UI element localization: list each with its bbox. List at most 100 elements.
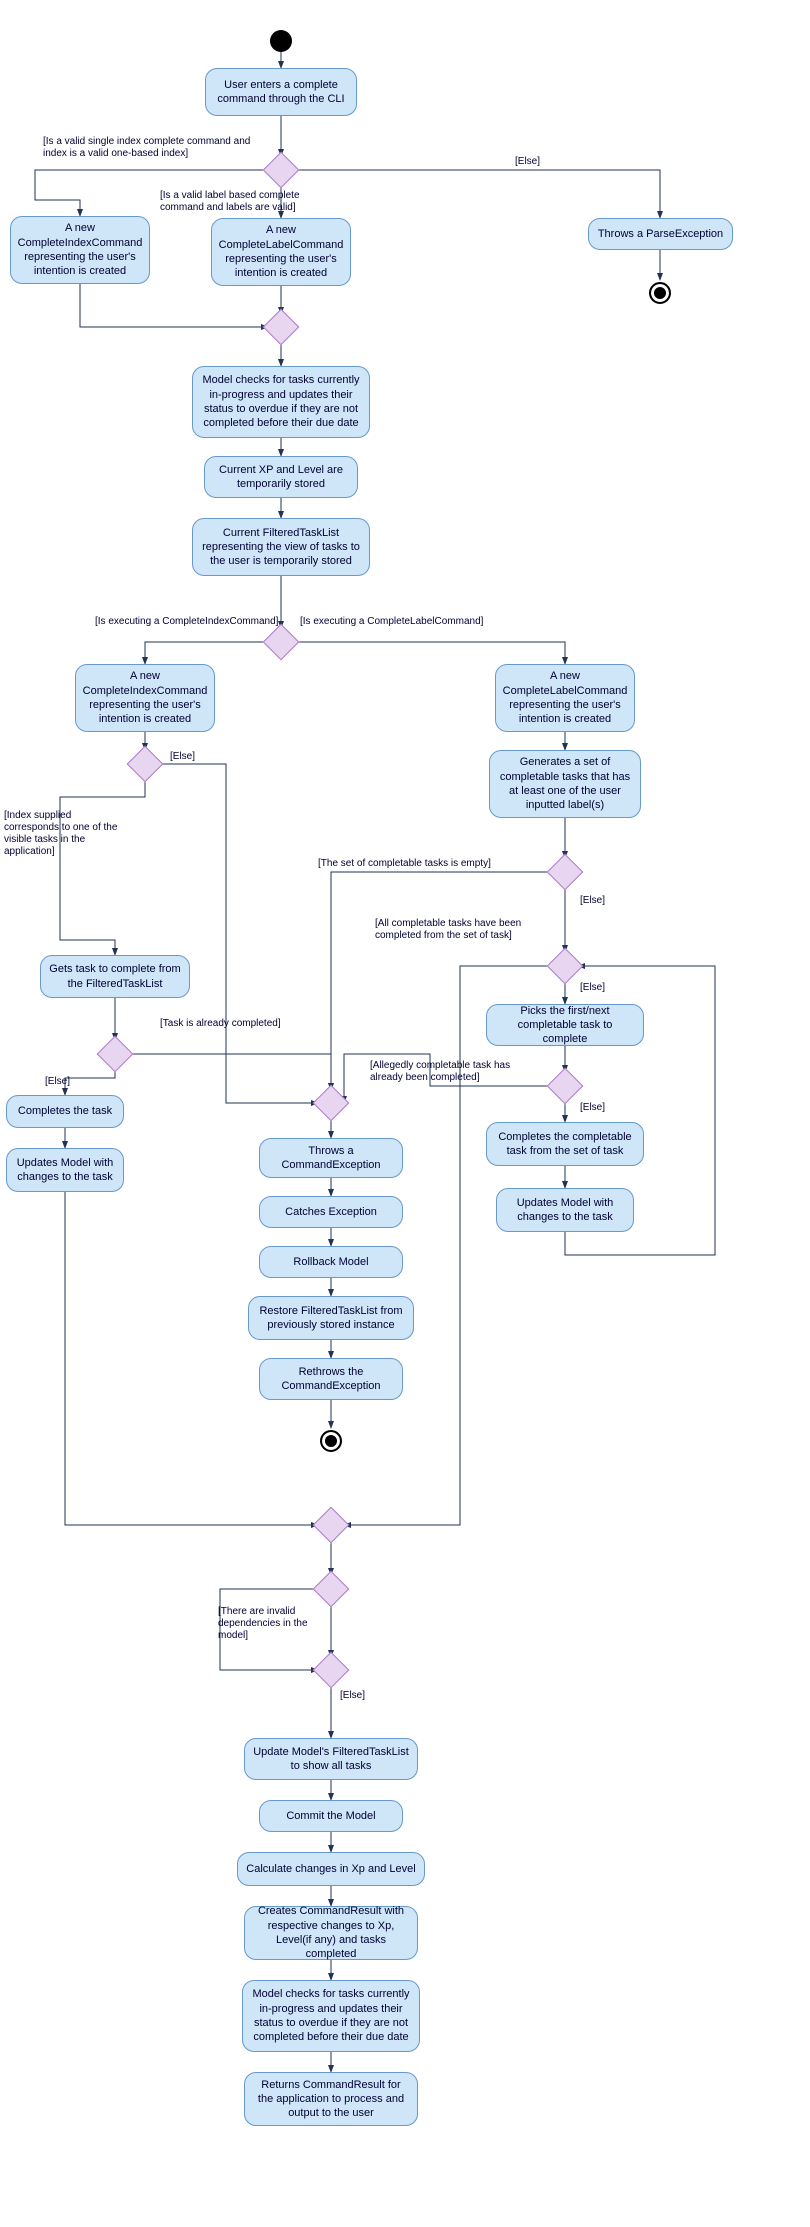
label-else-6: [Else] bbox=[580, 1102, 605, 1114]
node-catches: Catches Exception bbox=[259, 1196, 403, 1228]
node-text: Current XP and Level are temporarily sto… bbox=[213, 463, 349, 492]
merge-2 bbox=[313, 1507, 350, 1544]
label-text: [Else] bbox=[45, 1076, 70, 1087]
node-user-enters: User enters a complete command through t… bbox=[205, 68, 357, 116]
merge-1 bbox=[263, 309, 300, 346]
end-node-2 bbox=[320, 1430, 342, 1452]
node-completes-from-set: Completes the completable task from the … bbox=[486, 1122, 644, 1166]
label-else-2: [Else] bbox=[170, 751, 195, 763]
label-text: [Is a valid label based complete command… bbox=[160, 190, 300, 213]
node-text: Completes the completable task from the … bbox=[495, 1130, 635, 1159]
node-text: Model checks for tasks currently in-prog… bbox=[201, 373, 361, 430]
label-task-completed: [Task is already completed] bbox=[160, 1018, 281, 1030]
node-filtered-stored: Current FilteredTaskList representing th… bbox=[192, 518, 370, 576]
label-else-5: [Else] bbox=[580, 982, 605, 994]
label-exec-label: [Is executing a CompleteLabelCommand] bbox=[300, 616, 483, 628]
label-else-1: [Else] bbox=[515, 156, 540, 168]
node-text: Model checks for tasks currently in-prog… bbox=[251, 1987, 411, 2044]
label-text: [The set of completable tasks is empty] bbox=[318, 858, 491, 869]
label-text: [Else] bbox=[580, 895, 605, 906]
label-text: [Is a valid single index complete comman… bbox=[43, 136, 250, 159]
node-index-cmd-2: A new CompleteIndexCommand representing … bbox=[75, 664, 215, 732]
label-text: [Is executing a CompleteLabelCommand] bbox=[300, 616, 483, 627]
node-text: A new CompleteLabelCommand representing … bbox=[503, 669, 628, 726]
label-text: [There are invalid dependencies in the m… bbox=[218, 1606, 308, 1641]
node-picks-next: Picks the first/next completable task to… bbox=[486, 1004, 644, 1046]
label-index-supplied: [Index supplied corresponds to one of th… bbox=[4, 810, 124, 858]
merge-exception bbox=[313, 1085, 350, 1122]
label-text: [Else] bbox=[170, 751, 195, 762]
label-valid-index: [Is a valid single index complete comman… bbox=[43, 136, 273, 160]
label-text: [Allegedly completable task has already … bbox=[370, 1060, 510, 1083]
node-returns-result: Returns CommandResult for the applicatio… bbox=[244, 2072, 418, 2126]
node-update-filtered: Update Model's FilteredTaskList to show … bbox=[244, 1738, 418, 1780]
label-text: [Else] bbox=[580, 1102, 605, 1113]
node-model-checks-1: Model checks for tasks currently in-prog… bbox=[192, 366, 370, 438]
label-else-7: [Else] bbox=[340, 1690, 365, 1702]
label-exec-index: [Is executing a CompleteIndexCommand] bbox=[95, 616, 278, 628]
node-text: Update Model's FilteredTaskList to show … bbox=[253, 1745, 409, 1774]
label-else-4: [Else] bbox=[580, 895, 605, 907]
label-text: [Else] bbox=[340, 1690, 365, 1701]
node-text: Updates Model with changes to the task bbox=[15, 1156, 115, 1185]
node-text: A new CompleteLabelCommand representing … bbox=[219, 223, 344, 280]
merge-3 bbox=[313, 1652, 350, 1689]
label-else-3: [Else] bbox=[45, 1076, 70, 1088]
decision-2 bbox=[263, 624, 300, 661]
node-parse-exception: Throws a ParseException bbox=[588, 218, 733, 250]
node-commit: Commit the Model bbox=[259, 1800, 403, 1832]
node-text: Rollback Model bbox=[293, 1255, 368, 1269]
node-text: Creates CommandResult with respective ch… bbox=[253, 1904, 409, 1961]
node-updates-model-2: Updates Model with changes to the task bbox=[496, 1188, 634, 1232]
decision-7 bbox=[547, 1068, 584, 1105]
node-throws-cmd-exc: Throws a CommandException bbox=[259, 1138, 403, 1178]
node-restore: Restore FilteredTaskList from previously… bbox=[248, 1296, 414, 1340]
node-text: Calculate changes in Xp and Level bbox=[246, 1862, 415, 1876]
node-text: Throws a ParseException bbox=[598, 227, 723, 241]
label-text: [Is executing a CompleteIndexCommand] bbox=[95, 616, 278, 627]
end-node-1 bbox=[649, 282, 671, 304]
node-updates-model-1: Updates Model with changes to the task bbox=[6, 1148, 124, 1192]
label-text: [Index supplied corresponds to one of th… bbox=[4, 810, 117, 857]
label-text: [Else] bbox=[515, 156, 540, 167]
node-index-cmd-1: A new CompleteIndexCommand representing … bbox=[10, 216, 150, 284]
node-text: Generates a set of completable tasks tha… bbox=[498, 755, 632, 812]
label-text: [Task is already completed] bbox=[160, 1018, 281, 1029]
node-completes-task: Completes the task bbox=[6, 1095, 124, 1128]
label-text: [All completable tasks have been complet… bbox=[375, 918, 521, 941]
node-rollback: Rollback Model bbox=[259, 1246, 403, 1278]
node-rethrows: Rethrows the CommandException bbox=[259, 1358, 403, 1400]
label-set-empty: [The set of completable tasks is empty] bbox=[318, 858, 491, 870]
node-label-cmd-2: A new CompleteLabelCommand representing … bbox=[495, 664, 635, 732]
node-text: Current FilteredTaskList representing th… bbox=[201, 526, 361, 569]
node-text: Catches Exception bbox=[285, 1205, 377, 1219]
node-gets-task: Gets task to complete from the FilteredT… bbox=[40, 955, 190, 998]
node-model-checks-2: Model checks for tasks currently in-prog… bbox=[242, 1980, 420, 2052]
decision-8 bbox=[313, 1571, 350, 1608]
node-text: Picks the first/next completable task to… bbox=[495, 1004, 635, 1047]
node-text: Returns CommandResult for the applicatio… bbox=[253, 2078, 409, 2121]
node-text: Restore FilteredTaskList from previously… bbox=[257, 1304, 405, 1333]
node-calculate: Calculate changes in Xp and Level bbox=[237, 1852, 425, 1886]
node-text: A new CompleteIndexCommand representing … bbox=[83, 669, 208, 726]
node-creates-result: Creates CommandResult with respective ch… bbox=[244, 1906, 418, 1960]
node-text: Rethrows the CommandException bbox=[268, 1365, 394, 1394]
node-text: A new CompleteIndexCommand representing … bbox=[18, 221, 143, 278]
label-text: [Else] bbox=[580, 982, 605, 993]
decision-6 bbox=[547, 948, 584, 985]
start-node bbox=[270, 30, 292, 52]
decision-3 bbox=[127, 746, 164, 783]
decision-5 bbox=[547, 854, 584, 891]
label-valid-label: [Is a valid label based complete command… bbox=[160, 190, 340, 214]
node-label-cmd-1: A new CompleteLabelCommand representing … bbox=[211, 218, 351, 286]
label-all-completed: [All completable tasks have been complet… bbox=[375, 918, 550, 942]
node-text: Updates Model with changes to the task bbox=[505, 1196, 625, 1225]
node-xp-stored: Current XP and Level are temporarily sto… bbox=[204, 456, 358, 498]
node-text: Completes the task bbox=[18, 1104, 112, 1118]
node-text: Commit the Model bbox=[286, 1809, 375, 1823]
node-text: User enters a complete command through t… bbox=[214, 78, 348, 107]
node-text: Gets task to complete from the FilteredT… bbox=[49, 962, 181, 991]
node-generates-set: Generates a set of completable tasks tha… bbox=[489, 750, 641, 818]
label-allegedly: [Allegedly completable task has already … bbox=[370, 1060, 530, 1084]
label-invalid-deps: [There are invalid dependencies in the m… bbox=[218, 1606, 328, 1642]
